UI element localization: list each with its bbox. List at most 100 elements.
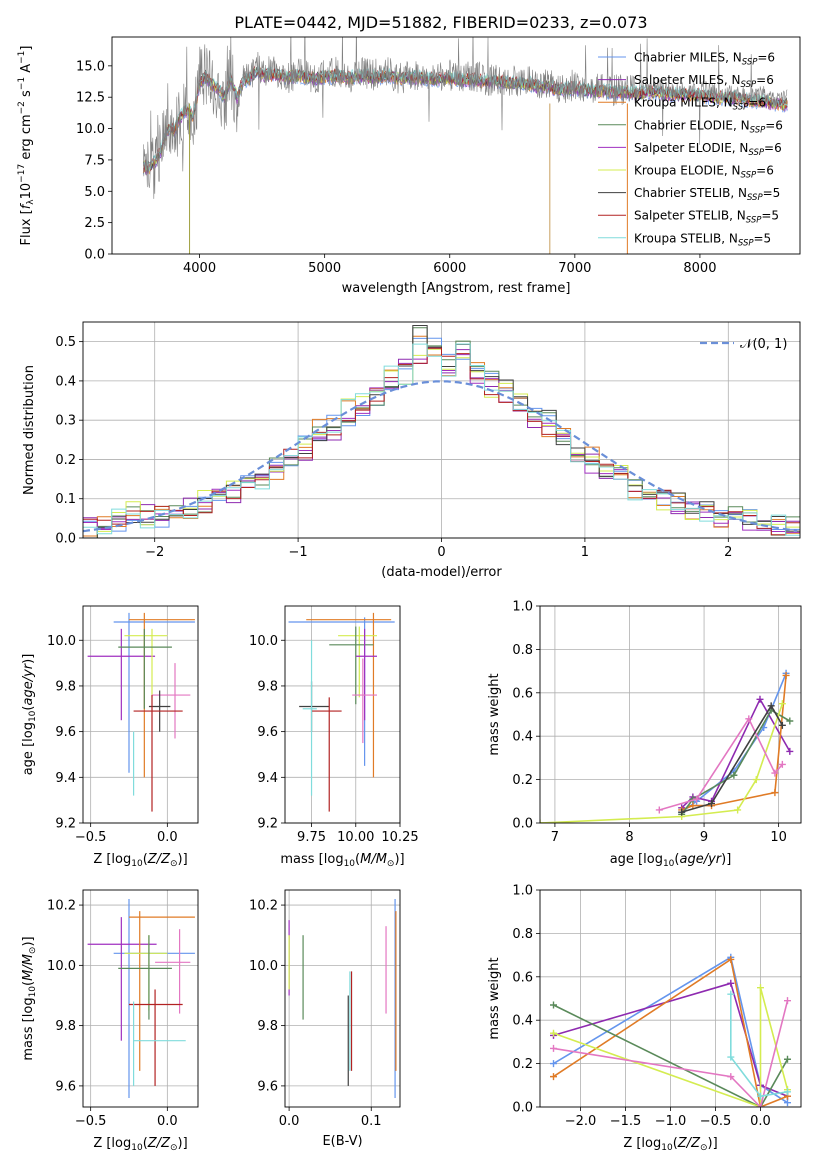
weight-marker [550,1044,557,1052]
x-tick-label: −1.0 [655,1114,687,1129]
mass-age-x-label: mass [log10(M/M⊙)] [280,852,404,869]
panels: 4000 5000 6000 7000 80000.02.55.07.510.012.5… [17,36,802,1153]
model-line [142,65,788,172]
legend-label: Chabrier STELIB, NSSP=5 [634,186,780,203]
axes-frame [82,605,199,824]
y-tick-label: 0.8 [512,927,533,942]
y-tick-label: 10.0 [47,634,76,649]
x-tick-label: 9 [700,830,708,845]
x-tick-label: 0.0 [157,1114,178,1129]
weight-marker [678,808,686,816]
y-tick-label: 15.0 [76,59,105,74]
y-tick-label: 0.8 [512,643,533,658]
axes-frame [82,889,199,1108]
weight-line [659,717,784,811]
weight-marker [745,715,753,723]
axes-frame [82,321,801,539]
x-tick-label: 10.25 [381,830,418,845]
x-tick-label: 2 [724,545,732,560]
weight-marker [708,799,716,807]
z-mass-y-label: mass [log10(M/M⊙)] [21,936,38,1060]
y-axis-label: Normed distribution [22,365,37,495]
weight-marker [727,955,735,963]
weight-marker [757,984,764,992]
y-tick-label: 0.2 [512,1057,533,1072]
axes-frame [539,889,802,1108]
x-tick-label: −0.5 [75,1114,107,1129]
x-tick-label: 7 [551,830,559,845]
y-tick-label: 1.0 [512,884,533,899]
y-tick-label: 9.4 [257,771,278,786]
y-tick-label: 9.8 [55,1019,76,1034]
weight-line [553,987,789,1107]
weight-marker [771,769,779,777]
residuals-panel: −2 −1 0 1 2 0.0 0.1 0.2 0.3 0.4 0.5 (data-model)/er… [22,321,801,580]
x-tick-label: −2.0 [565,1114,597,1129]
weight-marker [786,747,794,755]
y-tick-label: 9.6 [257,725,278,740]
weight-line [540,703,784,823]
weight-line [553,1000,789,1107]
x-tick-label: 5000 [308,261,341,276]
axes-frame [111,36,801,255]
y-tick-label: 7.5 [84,153,105,168]
axes-frame [284,889,401,1108]
x-axis-label: (data-model)/error [381,565,502,580]
y-tick-label: 10.2 [249,899,278,914]
weight-marker [784,1099,791,1107]
x-tick-label: −0.5 [75,830,107,845]
y-tick-label: 9.8 [257,1019,278,1034]
spectrum-panel: 4000 5000 6000 7000 8000 0.0 2.5 5.0 7.5 10.0 12.5… [17,36,801,296]
z-age-y-label: age [log10(age/yr)] [21,654,38,776]
y-tick-label: 9.2 [55,817,76,832]
weight-line [553,958,788,1107]
y-tick-label: 9.2 [257,817,278,832]
weight-marker [778,760,786,768]
y-tick-label: 0.0 [84,248,105,263]
z-mass-x-label: Z [log10(Z/Z⊙)] [93,1136,187,1153]
x-tick-label: −0.5 [700,1114,732,1129]
ebv-mass-panel: 0.0 0.1 9.6 9.8 10.0 10.2 E(B-V) [249,889,401,1149]
x-tick-label: 7000 [558,261,591,276]
y-tick-label: 12.5 [76,91,105,106]
legend-label: Chabrier ELODIE, NSSP=6 [634,118,783,135]
legend-label: 𝒩(0, 1) [740,337,787,352]
weight-marker [771,789,779,797]
axes-frame [284,605,401,824]
age-massweight-x-label: age [log10(age/yr)] [610,852,732,869]
weight-marker [756,695,764,703]
x-tick-label: 0 [437,545,445,560]
weight-marker [730,771,738,779]
weight-marker [757,1092,764,1100]
y-tick-label: 10.2 [47,899,76,914]
weight-marker [727,1053,735,1061]
y-tick-label: 0.6 [512,686,533,701]
y-tick-label: 10.0 [47,959,76,974]
y-tick-label: 9.8 [257,679,278,694]
axes-frame [539,605,802,824]
x-tick-label: −1.5 [610,1114,642,1129]
y-tick-label: 1.0 [512,600,533,615]
x-tick-label: 0.0 [279,1114,300,1129]
y-tick-label: 0.1 [55,492,76,507]
data-line [143,37,788,199]
weight-marker [778,721,786,729]
x-tick-label: 0.0 [750,1114,771,1129]
weight-marker [727,1073,735,1081]
y-tick-label: 0.5 [55,335,76,350]
y-tick-label: 9.8 [55,679,76,694]
weight-marker [757,1103,764,1107]
figure-title: PLATE=0442, MJD=51882, FIBERID=0233, z=0… [234,13,647,32]
x-tick-label: 9.75 [297,830,326,845]
weight-marker [550,1073,557,1081]
weight-line [553,1004,789,1107]
y-tick-label: 0.3 [55,414,76,429]
z-massweight-panel: −2.0 −1.5 −1.0 −0.5 0.0 0.0 0.2 0.4 0.6 0.8 1.0 mas… [487,884,802,1129]
weight-marker [727,979,735,987]
x-tick-label: −1 [289,545,308,560]
weight-line [730,994,788,1098]
weight-marker [767,702,775,710]
x-tick-label: 8 [625,830,633,845]
x-tick-label: 0.1 [361,1114,382,1129]
